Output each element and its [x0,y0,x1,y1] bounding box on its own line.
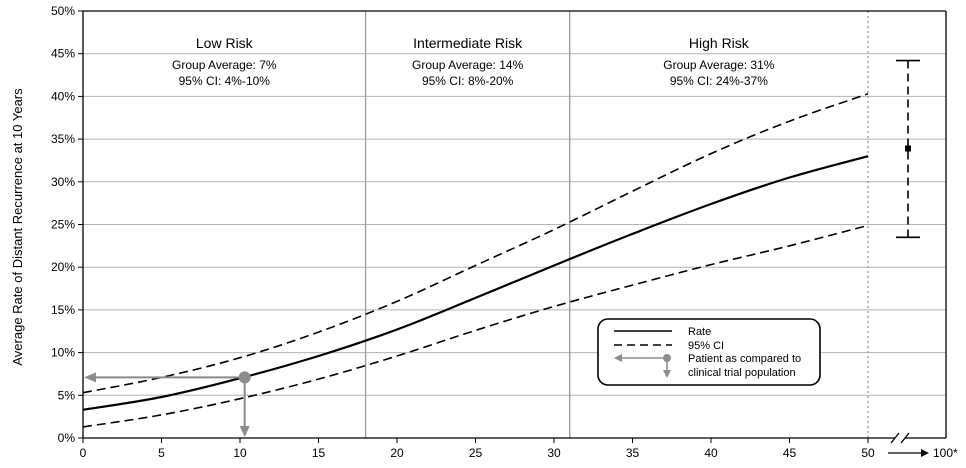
risk-dividers [364,11,869,438]
risk-group-title: Low Risk [196,35,254,51]
legend-box [597,318,821,386]
x-tick-label: 20 [390,446,404,460]
legend-patient-label-1: Patient as compared to [688,353,801,365]
risk-group-ci: 95% CI: 24%-37% [670,74,768,88]
y-tick-label: 35% [51,132,75,146]
risk-group-average: Group Average: 7% [172,58,277,72]
x-tick-label: 45 [783,446,797,460]
x-tick-label: 30 [547,446,561,460]
x-tick-label: 50 [861,446,875,460]
risk-group-title: High Risk [689,35,750,51]
axes [78,10,947,444]
x-tick-label: 0 [80,446,87,460]
legend-rate-label: Rate [688,326,711,338]
x-tick-label: 40 [704,446,718,460]
risk-group-labels: Low Risk Group Average: 7% 95% CI: 4%-10% I… [172,35,775,88]
y-tick-label: 0% [58,431,76,445]
y-tick-label: 25% [51,218,75,232]
x-tick-label: 10 [233,446,247,460]
ci-upper-line [82,93,869,394]
y-tick-label: 30% [51,175,75,189]
patient-point [238,371,251,384]
y-tick-label: 15% [51,303,75,317]
x-tick-label: 25 [469,446,483,460]
axis-break-mark-1 [890,432,900,444]
y-tick-label: 45% [51,47,75,61]
x-extra-arrow-head [921,449,929,457]
risk-group-title: Intermediate Risk [413,35,523,51]
patient-vertical-arrowhead [239,426,250,437]
legend-patient-label-2: clinical trial population [688,367,796,379]
y-tick-label: 5% [58,388,76,402]
y-axis-label: Average Rate of Distant Recurrence at 10… [10,88,25,366]
series-lines [82,93,869,428]
x-tick-label: 5 [158,446,165,460]
legend-ci-label: 95% CI [688,340,724,352]
legend-patient-v-arrowhead [663,370,671,378]
y-tick-label: 20% [51,260,75,274]
tick-labels: 0% 5% 10% 15% 20% 25% 30% 35% 40% 45% 50% 0 5 10 15 20 2… [51,4,958,460]
patient-marker [84,371,251,437]
risk-group-average: Group Average: 14% [412,58,524,72]
x-tick-label: 15 [312,446,326,460]
grid [83,53,946,396]
risk-group-ci: 95% CI: 8%-20% [422,74,514,88]
rate-line [82,155,869,411]
ci-lower-line [82,224,869,428]
x-tick-label: 35 [626,446,640,460]
y-tick-label: 40% [51,89,75,103]
patient-horizontal-arrowhead [84,372,96,383]
y-tick-label: 10% [51,346,75,360]
x-extra-tick-label: 100* [933,446,958,460]
risk-group-ci: 95% CI: 4%-10% [179,74,271,88]
y-tick-label: 50% [51,4,75,18]
error-bar-center [905,145,911,152]
legend-patient-h-arrowhead [614,354,622,362]
legend-patient-point [663,354,671,362]
error-bar-100 [896,59,920,239]
axis-break-mark-2 [900,432,910,444]
risk-group-average: Group Average: 31% [663,58,775,72]
